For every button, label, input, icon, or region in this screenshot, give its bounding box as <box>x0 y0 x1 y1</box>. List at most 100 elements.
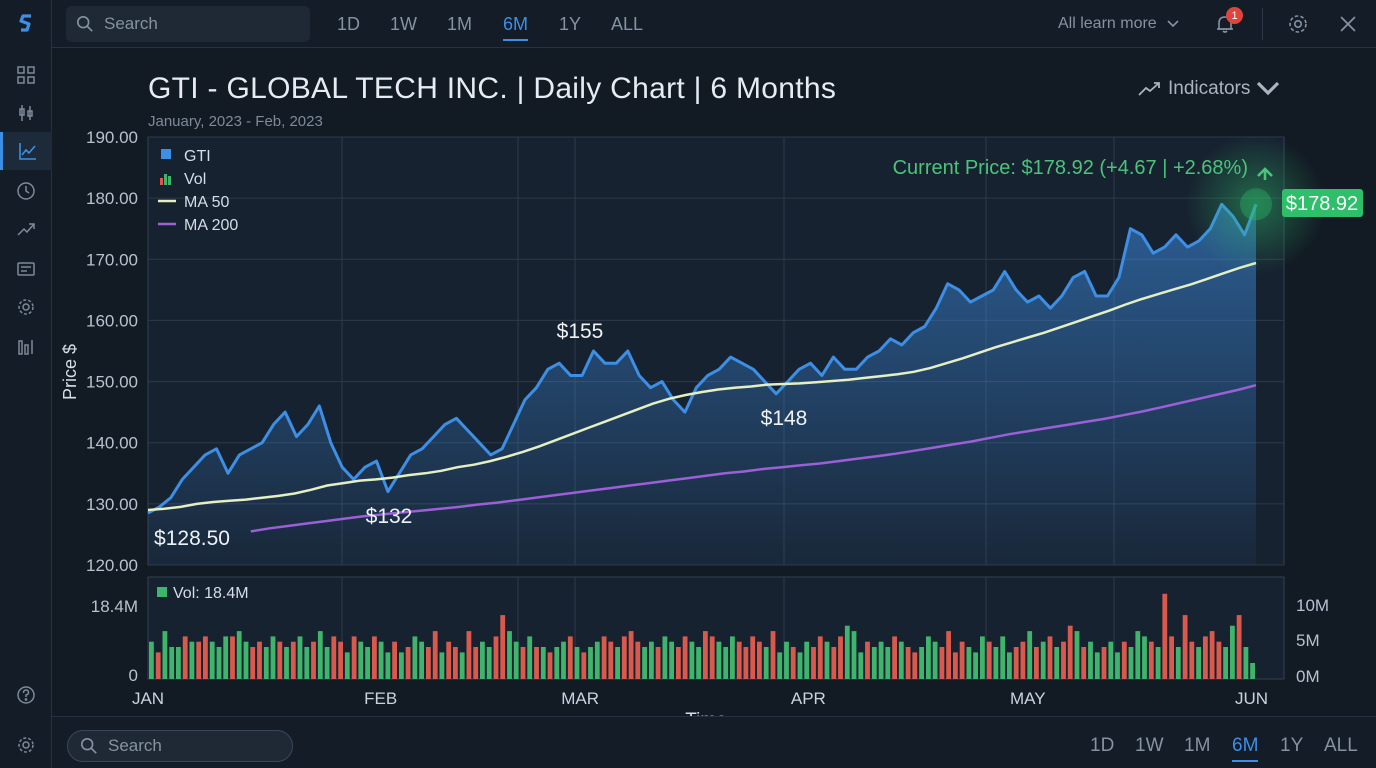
history-clock-icon[interactable] <box>0 172 52 210</box>
volume-bar <box>635 641 641 679</box>
volume-bar <box>723 647 729 679</box>
volume-bar <box>655 647 661 679</box>
volume-bar <box>338 641 343 679</box>
volume-bar <box>1020 641 1026 679</box>
legend-vol-swatch-a <box>160 178 163 185</box>
range-1m-tab[interactable]: 1M <box>447 14 473 34</box>
app-logo-icon[interactable] <box>0 4 52 42</box>
bottom-toolbar: 1D 1W 1M 6M 1Y ALL <box>52 716 1376 768</box>
volume-left-tick: 0 <box>129 666 138 685</box>
volume-bar <box>1121 641 1127 679</box>
volume-bar <box>250 647 256 679</box>
volume-bar <box>372 636 377 679</box>
bottom-range-6m-tab[interactable]: 6M <box>1232 735 1259 762</box>
volume-bar <box>196 641 202 679</box>
series-lines-layer <box>147 134 1326 533</box>
dashboard-grid-icon[interactable] <box>0 56 52 94</box>
volume-bar <box>750 636 756 679</box>
volume-bar <box>324 647 330 679</box>
volume-bar <box>520 647 526 679</box>
settings-gear-icon[interactable] <box>0 288 52 326</box>
bottom-range-1w-tab[interactable]: 1W <box>1135 735 1164 756</box>
volume-bar <box>399 652 404 679</box>
volume-bar <box>662 636 668 679</box>
price-annotation: $128.50 <box>154 527 230 550</box>
legend-label: MA 200 <box>184 217 238 234</box>
volume-bar <box>257 641 262 679</box>
volume-bar <box>871 647 877 679</box>
bar-stats-icon[interactable] <box>0 328 52 366</box>
notifications-button[interactable]: 1 <box>1210 7 1243 39</box>
help-icon[interactable] <box>0 676 52 714</box>
x-tick-label: MAR <box>561 689 599 708</box>
bottom-range-all-tab[interactable]: ALL <box>1324 735 1358 756</box>
candlestick-icon[interactable] <box>0 94 52 132</box>
ma200-line <box>250 383 1257 533</box>
news-card-icon[interactable] <box>0 250 52 288</box>
volume-bar <box>689 641 695 679</box>
top-search-input[interactable] <box>104 14 284 34</box>
volume-right-tick: 0M <box>1296 667 1320 686</box>
volume-bar <box>209 641 215 679</box>
bottom-range-1m-tab[interactable]: 1M <box>1184 735 1211 756</box>
volume-bar <box>1034 647 1039 679</box>
search-icon <box>76 15 93 32</box>
range-1y-tab[interactable]: 1Y <box>559 14 582 34</box>
volume-bar <box>1000 636 1006 679</box>
x-tick-label: JUN <box>1235 689 1268 708</box>
indicators-label: Indicators <box>1168 78 1251 99</box>
notification-badge: 1 <box>1226 7 1243 24</box>
volume-bar <box>358 641 364 679</box>
settings-button[interactable] <box>1283 9 1313 39</box>
volume-bar <box>608 641 614 679</box>
volume-bar <box>405 647 411 679</box>
volume-bar <box>554 647 560 679</box>
volume-bar <box>986 641 992 679</box>
y-axis-title: Price $ <box>60 344 80 400</box>
volume-bar <box>1115 652 1120 679</box>
volume-bar <box>784 641 789 679</box>
top-search-box[interactable] <box>66 6 310 42</box>
volume-bar <box>959 641 965 679</box>
price-annotation: $132 <box>366 505 413 528</box>
volume-bar <box>898 641 904 679</box>
volume-bar <box>412 636 418 679</box>
volume-bar <box>189 641 195 679</box>
volume-bar <box>155 652 161 679</box>
range-6m-tab[interactable]: 6M <box>503 14 529 41</box>
line-chart-icon[interactable] <box>0 132 52 170</box>
volume-left-tick: 18.4M <box>91 597 138 616</box>
volume-bar <box>1175 647 1181 679</box>
left-nav-rail <box>0 0 52 768</box>
volume-bar <box>932 641 938 679</box>
range-all-tab[interactable]: ALL <box>611 14 644 34</box>
volume-bar <box>270 636 276 679</box>
bottom-range-1y-tab[interactable]: 1Y <box>1280 735 1304 756</box>
close-button[interactable] <box>1333 9 1363 39</box>
chart-subtitle: January, 2023 - Feb, 2023 <box>148 113 323 130</box>
range-1w-tab[interactable]: 1W <box>390 14 417 34</box>
range-1d-tab[interactable]: 1D <box>337 14 361 34</box>
chart-title: GTI - GLOBAL TECH INC. | Daily Chart | 6… <box>148 72 837 105</box>
volume-bar <box>236 631 242 679</box>
volume-bar <box>993 647 999 679</box>
bottom-search-box[interactable] <box>67 730 293 762</box>
learn-more-dropdown[interactable]: All learn more <box>1058 15 1179 33</box>
bottom-search-input[interactable] <box>108 736 278 756</box>
indicators-dropdown[interactable]: Indicators <box>1138 78 1280 100</box>
volume-bar <box>453 647 458 679</box>
volume-label: Vol: 18.4M <box>173 585 249 602</box>
trending-up-icon[interactable] <box>0 210 52 248</box>
volume-bar <box>297 636 303 679</box>
legend-gti-swatch <box>161 149 171 159</box>
volume-bar <box>574 647 580 679</box>
volume-bar <box>1101 647 1107 679</box>
legend-label: GTI <box>184 148 211 165</box>
bottom-range-1d-tab[interactable]: 1D <box>1090 735 1115 756</box>
volume-bar <box>912 652 918 679</box>
volume-bar <box>1135 631 1141 679</box>
bottom-settings-icon[interactable] <box>0 726 52 764</box>
chevron-down-icon <box>1167 20 1179 28</box>
volume-bar <box>378 641 384 679</box>
